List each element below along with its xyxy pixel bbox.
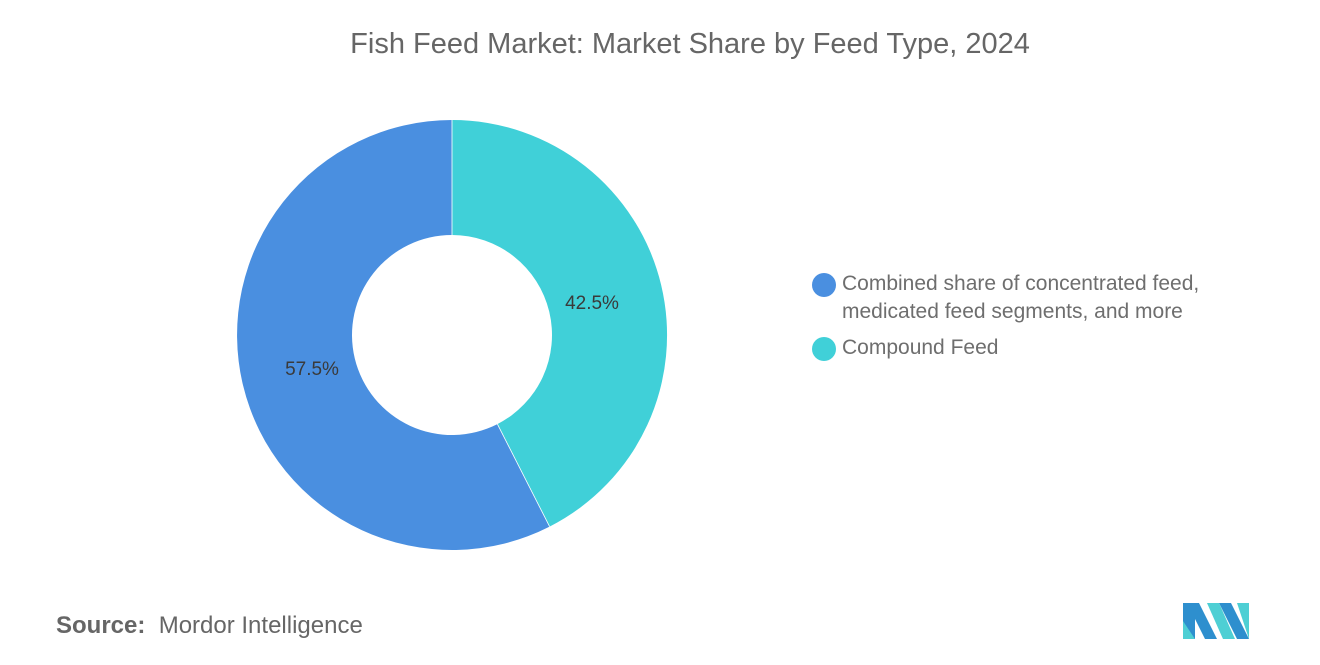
slice-label-combined: 57.5% (285, 359, 339, 380)
slice-combined-share[interactable] (237, 120, 550, 551)
legend-label: Combined share of concentrated feed, med… (842, 272, 1200, 323)
source-note: Source: Mordor Intelligence (56, 612, 363, 640)
source-label: Source: (56, 612, 146, 639)
slice-compound-feed[interactable] (452, 119, 668, 527)
legend-dot-icon (812, 337, 836, 361)
source-value: Mordor Intelligence (158, 612, 363, 639)
chart-title: Fish Feed Market: Market Share by Feed T… (350, 28, 1030, 60)
legend-dot-icon (812, 273, 836, 297)
legend-item-combined[interactable]: Combined share of concentrated feed, med… (812, 270, 1242, 326)
legend-item-compound-feed[interactable]: Compound Feed (812, 334, 1242, 362)
donut-chart: 42.5% 57.5% (237, 119, 668, 551)
slice-divider (497, 423, 550, 527)
slice-label-compound: 42.5% (565, 293, 619, 314)
legend: Combined share of concentrated feed, med… (812, 270, 1242, 370)
mordor-logo-icon (1183, 603, 1249, 639)
legend-label: Compound Feed (842, 336, 999, 359)
